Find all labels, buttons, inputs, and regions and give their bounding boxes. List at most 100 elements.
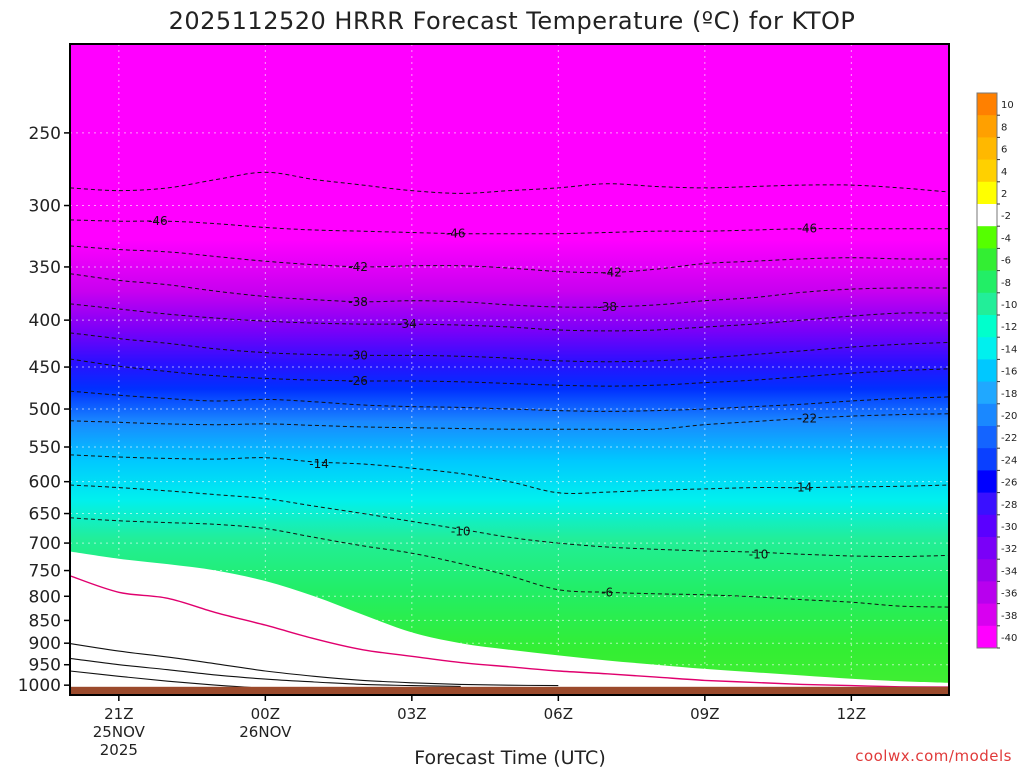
y-tick-label: 900 (29, 634, 61, 654)
contour-label: -46 (446, 227, 466, 241)
colorbar-swatch (977, 248, 997, 271)
contour-label: -38 (597, 300, 617, 314)
colorbar-label: -24 (1001, 455, 1017, 466)
x-tick-label: 12Z (837, 705, 866, 723)
colorbar-label: -14 (1001, 344, 1017, 355)
colorbar-label: -30 (1001, 522, 1017, 533)
colorbar-label: -28 (1001, 500, 1017, 511)
isotherm-dashed (70, 273, 949, 308)
colorbar-label: -6 (1001, 256, 1011, 267)
colorbar-swatch (977, 115, 997, 138)
contour-label: -46 (148, 214, 168, 228)
colorbar-label: -32 (1001, 544, 1017, 555)
colorbar-swatch (977, 581, 997, 604)
y-tick-label: 650 (29, 505, 61, 525)
contour-label: -22 (798, 411, 818, 425)
isotherm-dashed (70, 303, 949, 332)
colorbar-label: -22 (1001, 433, 1017, 444)
contour-label: -6 (601, 585, 613, 599)
x-tick-label: 09Z (690, 705, 719, 723)
contour-label: -26 (348, 374, 368, 388)
contour-label: -42 (602, 266, 622, 280)
isotherm-dashed (70, 517, 949, 608)
y-axis: 250 300 350 400 450 500 550 600 650 700 750 800 850 9… (18, 124, 70, 696)
isotherm-solid (70, 657, 461, 687)
colorbar-swatch (977, 204, 997, 227)
colorbar-label: 2 (1001, 189, 1007, 200)
x-tick-label: 03Z (397, 705, 426, 723)
colorbar-swatch (977, 181, 997, 205)
colorbar-label: -18 (1001, 389, 1017, 400)
credit-link[interactable]: coolwx.com/models (855, 747, 1012, 765)
colorbar-swatch (977, 381, 997, 405)
colorbar-label: -40 (1001, 633, 1017, 644)
x-tick-label: 00Z (251, 705, 280, 723)
y-tick-label: 750 (29, 562, 61, 582)
colorbar-swatch (977, 359, 997, 382)
colorbar-swatch (977, 448, 997, 471)
colorbar-label: -34 (1001, 566, 1017, 577)
contour-label: -46 (798, 222, 818, 236)
y-tick-label: 550 (29, 438, 61, 458)
contour-labels: -46 -46 -46 -42 -42 -38 -38 -34 -30 -26 -22 -14 -14 -… (148, 214, 818, 599)
x-tick-label: 21Z (104, 705, 133, 723)
colorbar-swatch (977, 270, 997, 294)
colorbar-swatch (977, 93, 997, 116)
isotherm-dashed (70, 332, 949, 363)
plot-frame (69, 43, 950, 696)
colorbar-swatch (977, 226, 997, 249)
x-tick-date: 25NOV (93, 723, 146, 741)
y-tick-label: 500 (29, 400, 61, 420)
chart-title: 2025112520 HRRR Forecast Temperature (ºC… (169, 7, 856, 35)
colorbar-label: -38 (1001, 611, 1017, 622)
y-tick-label: 850 (29, 611, 61, 631)
colorbar-label: -12 (1001, 322, 1017, 333)
contour-label: -38 (348, 295, 368, 309)
x-tick-date: 26NOV (239, 723, 292, 741)
colorbar-swatch (977, 514, 997, 538)
colorbar-frame (976, 92, 998, 649)
colorbar-label: -26 (1001, 478, 1017, 489)
isotherm-dashed (70, 454, 949, 494)
x-tick-label: 06Z (544, 705, 573, 723)
colorbar-swatch (977, 315, 997, 338)
near-freezing-layer (70, 551, 949, 695)
y-tick-label: 1000 (18, 676, 61, 696)
colorbar-swatch (977, 403, 997, 427)
colorbar-label: -20 (1001, 411, 1017, 422)
contour-label: -42 (348, 260, 368, 274)
colorbar: 10 8 6 4 2 -2 -4 -6 -8 -10 -12 -14 -16 -18 -20 -22 -24 -2… (976, 92, 1017, 649)
y-tick-label: 950 (29, 656, 61, 676)
colorbar-label: 8 (1001, 122, 1007, 133)
y-tick-label: 250 (29, 124, 61, 144)
freezing-line (70, 575, 949, 688)
colorbar-swatch (977, 492, 997, 516)
contour-label: -10 (749, 547, 769, 561)
isotherm-solid (70, 643, 559, 687)
y-tick-label: 700 (29, 534, 61, 554)
colorbar-swatch (977, 159, 997, 183)
y-tick-label: 800 (29, 587, 61, 607)
contour-label: -34 (397, 317, 417, 331)
x-axis-label: Forecast Time (UTC) (414, 747, 605, 768)
colorbar-swatch (977, 426, 997, 449)
colorbar-swatch (977, 625, 997, 649)
y-tick-label: 450 (29, 358, 61, 378)
y-tick-label: 600 (29, 473, 61, 493)
colorbar-label: 4 (1001, 167, 1007, 178)
colorbar-label: -4 (1001, 233, 1011, 244)
colorbar-swatch (977, 559, 997, 582)
colorbar-swatch (977, 337, 997, 360)
y-tick-label: 300 (29, 197, 61, 217)
colorbar-label: -8 (1001, 278, 1011, 289)
isotherm-dashed (70, 484, 949, 558)
colorbar-label: -36 (1001, 589, 1017, 600)
contour-label: -10 (451, 525, 471, 539)
colorbar-swatch (977, 603, 997, 627)
colorbar-swatch (977, 470, 997, 493)
isotherm-dashed (70, 171, 949, 194)
colorbar-swatch (977, 292, 997, 316)
colorbar-label: 10 (1001, 100, 1014, 111)
